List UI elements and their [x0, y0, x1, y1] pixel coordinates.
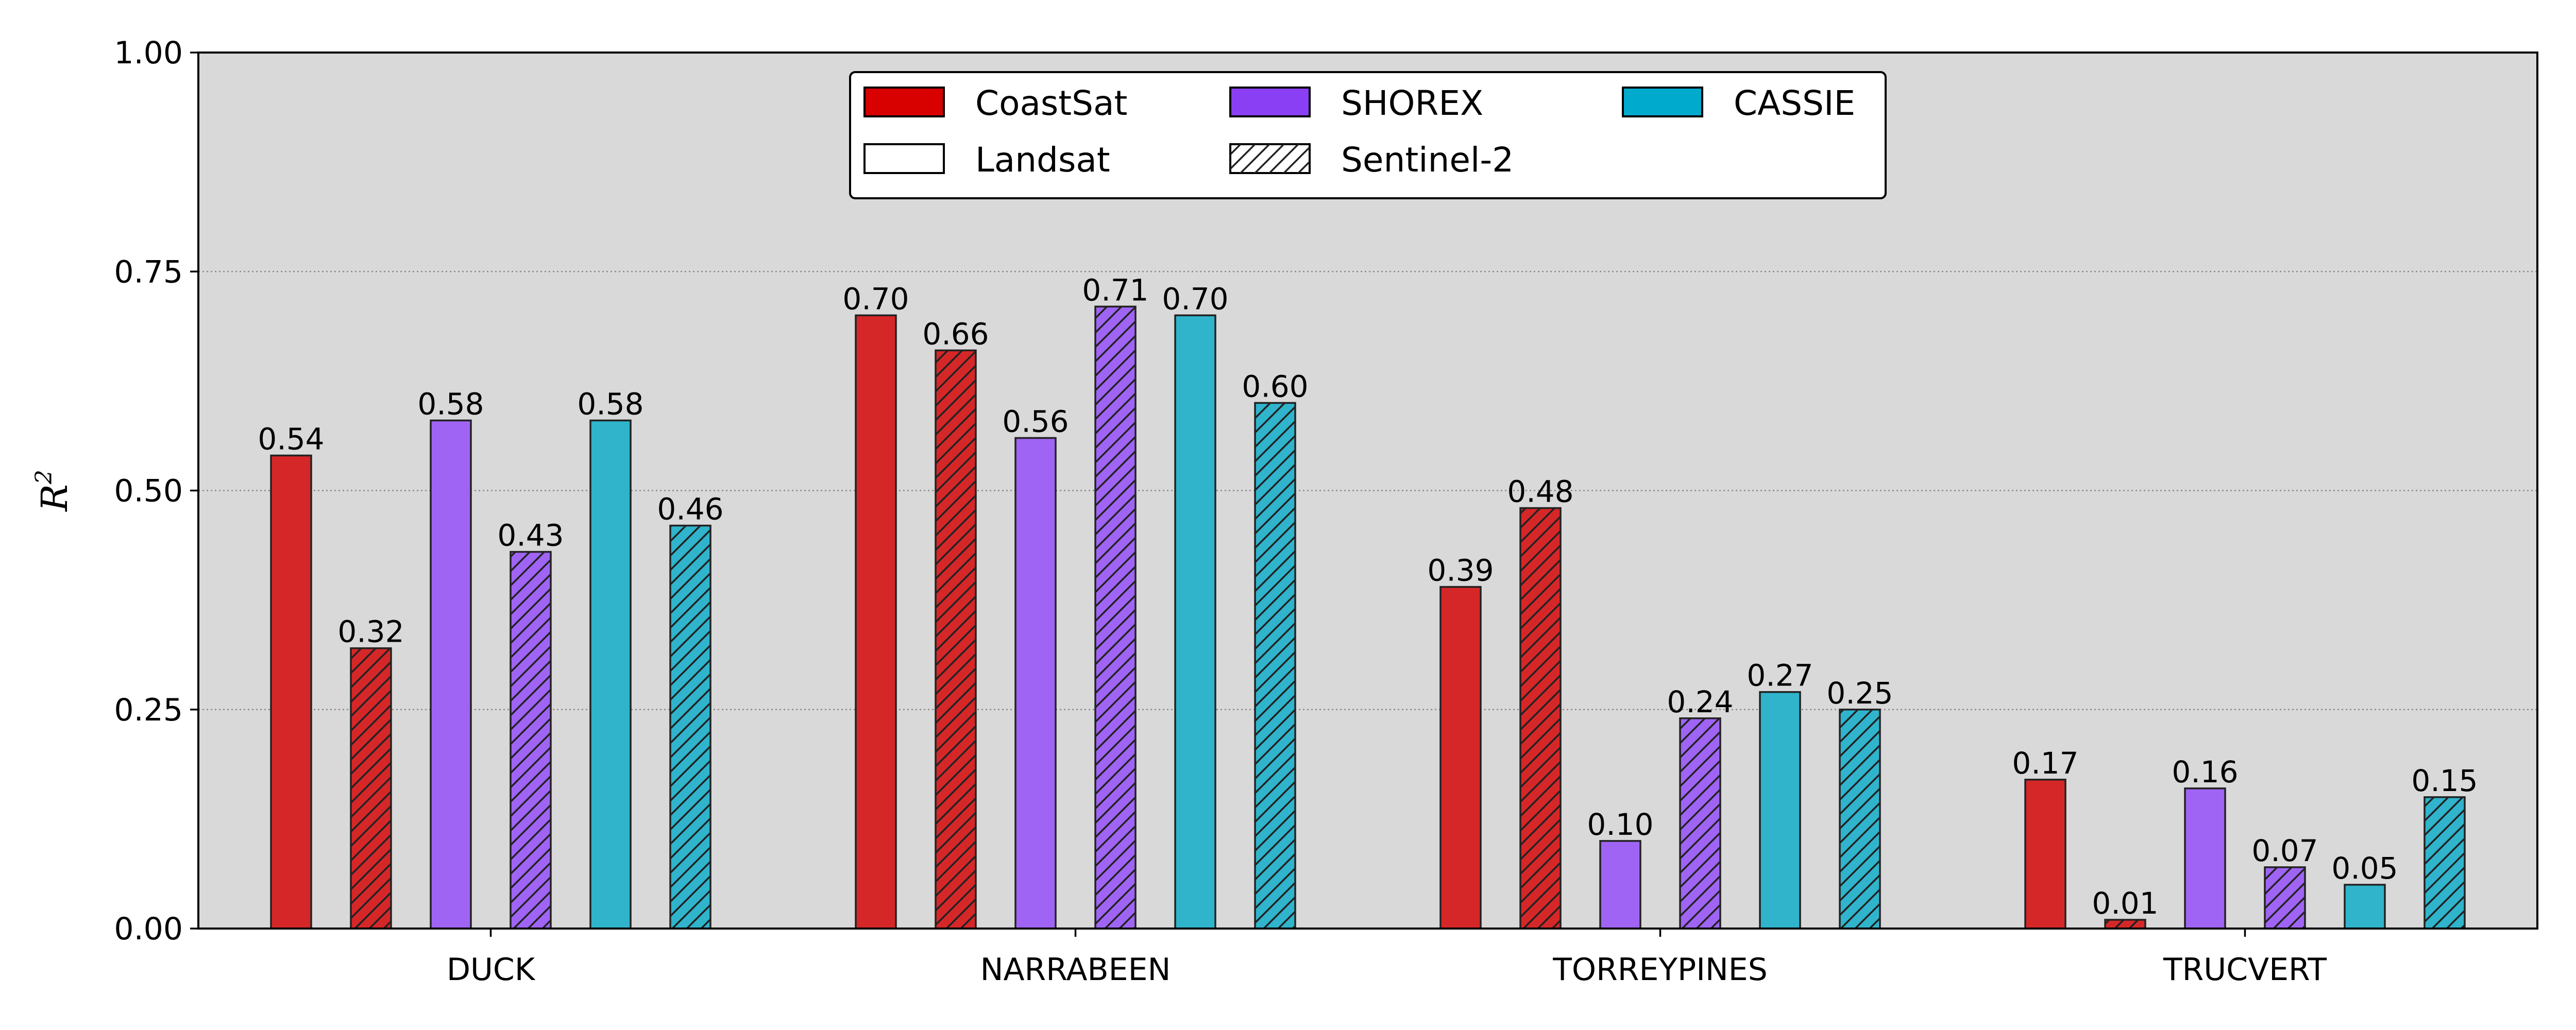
bar — [430, 419, 472, 930]
bar — [1014, 437, 1057, 930]
bar-value-label: 0.48 — [1507, 474, 1573, 509]
bar-value-label: 0.10 — [1587, 807, 1653, 842]
bar-hatch — [511, 552, 551, 929]
bar-value-label: 0.46 — [657, 492, 723, 527]
bar — [855, 314, 897, 930]
x-tick-label: DUCK — [447, 952, 536, 988]
x-tick-label: TRUCVERT — [2163, 952, 2327, 988]
bar — [270, 454, 312, 930]
bar-hatch — [1520, 508, 1561, 929]
bar-value-label: 0.70 — [1162, 281, 1228, 316]
bar-hatch — [936, 350, 976, 929]
bar-value-label: 0.15 — [2411, 763, 2478, 798]
bar-value-label: 0.71 — [1082, 272, 1148, 307]
legend-swatch-hatch — [1230, 144, 1310, 173]
bar-value-label: 0.16 — [2172, 754, 2238, 789]
bar-value-label: 0.56 — [1002, 404, 1069, 439]
bar-hatch — [351, 648, 391, 929]
y-tick-label: 0.50 — [114, 473, 183, 509]
bar-value-label: 0.32 — [337, 614, 404, 649]
legend-swatch — [1622, 87, 1703, 117]
bar-hatch — [1095, 306, 1136, 929]
legend-swatch — [863, 143, 945, 174]
bar-value-label: 0.58 — [577, 386, 643, 421]
bar — [2344, 884, 2386, 930]
bar — [2184, 787, 2226, 930]
bar-hatch — [1680, 718, 1720, 929]
bar-value-label: 0.24 — [1667, 684, 1733, 719]
bar-labels-group: 0.54 0.32 0.58 0.43 0.58 0.46 0.70 0.66 0.56 0.71… — [258, 272, 2478, 921]
y-axis-label-superscript: 2 — [31, 470, 57, 485]
bar — [1759, 691, 1801, 930]
bar-value-label: 0.66 — [922, 316, 989, 351]
bar-value-label: 0.05 — [2331, 851, 2398, 886]
bar — [1174, 314, 1216, 930]
bar — [589, 419, 632, 930]
y-axis-label-main: R — [33, 484, 76, 512]
legend-label: CoastSat — [975, 83, 1127, 123]
bar-value-label: 0.01 — [2092, 886, 2158, 921]
bar-value-label: 0.60 — [1242, 369, 1308, 404]
bar-hatch — [1255, 403, 1295, 929]
y-tick-label: 1.00 — [114, 35, 183, 71]
bar-value-label: 0.17 — [2012, 746, 2078, 781]
bar-value-label: 0.70 — [842, 281, 909, 316]
bars-group — [270, 305, 2466, 930]
bar-hatch — [2105, 919, 2145, 929]
bar-value-label: 0.27 — [1747, 658, 1813, 693]
y-tick-label: 0.00 — [114, 911, 183, 947]
y-axis-label: R2 — [31, 470, 76, 512]
legend-swatch — [1229, 87, 1311, 117]
x-axis: DUCK NARRABEEN TORREYPINES TRUCVERT — [447, 929, 2327, 988]
bar-hatch — [2265, 867, 2305, 929]
bar-value-label: 0.43 — [497, 518, 564, 553]
legend-label: CASSIE — [1734, 83, 1855, 123]
bar-value-label: 0.07 — [2251, 833, 2318, 868]
legend-swatch — [863, 87, 945, 117]
x-tick-label: NARRABEEN — [980, 952, 1171, 988]
y-tick-label: 0.25 — [114, 692, 183, 728]
legend-label: SHOREX — [1341, 83, 1483, 123]
bar — [1599, 840, 1641, 930]
bar-hatch — [670, 525, 710, 929]
y-axis: 0.00 0.25 0.50 0.75 1.00 — [114, 35, 198, 947]
bar — [1439, 586, 1482, 930]
y-tick-label: 0.75 — [114, 254, 183, 290]
bar — [2024, 779, 2066, 930]
bar-value-label: 0.54 — [258, 421, 324, 456]
bar-value-label: 0.39 — [1427, 553, 1494, 588]
bar-value-label: 0.58 — [417, 386, 484, 421]
legend: CoastSat SHOREX CASSIE Landsat Sentinel-2 — [849, 71, 1887, 199]
x-tick-label: TORREYPINES — [1552, 952, 1768, 988]
legend-label: Sentinel-2 — [1341, 140, 1514, 180]
legend-label: Landsat — [975, 140, 1110, 180]
bar-hatch — [2425, 797, 2465, 929]
bar-value-label: 0.25 — [1826, 676, 1893, 711]
bar-hatch — [1840, 709, 1880, 929]
